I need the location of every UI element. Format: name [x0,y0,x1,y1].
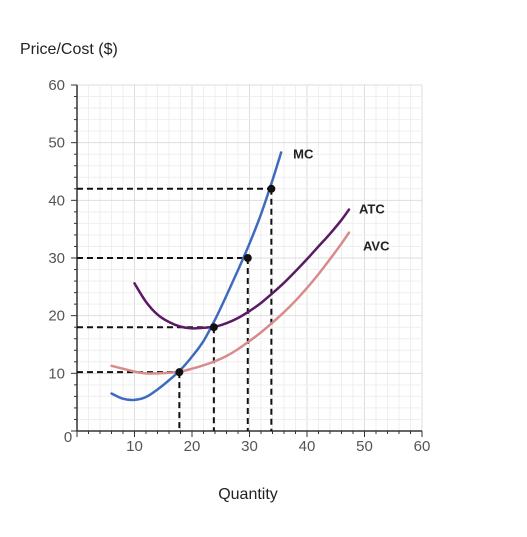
atc-label: ATC [359,202,385,217]
mc-label: MC [293,146,314,161]
y-tick-label: 60 [48,77,65,94]
y-tick-label: 50 [48,135,65,152]
avc-curve [110,231,351,375]
y-tick-label: 40 [48,192,65,209]
x-tick-label: 30 [241,438,258,455]
intersection-point [267,184,276,193]
curve-labels: MC ATC AVC [293,146,390,253]
origin-label: 0 [64,429,72,446]
curves [110,151,351,402]
y-tick-label: 30 [48,250,65,267]
grid [76,84,423,432]
x-tick-label: 50 [356,438,373,455]
x-axis-title: Quantity [218,486,278,503]
y-tick-label: 10 [48,365,65,382]
x-tick-label: 60 [414,438,431,455]
intersection-point [175,368,184,377]
mc-curve [110,151,283,402]
x-tick-label: 40 [299,438,316,455]
x-tick-label: 10 [126,438,143,455]
intersection-point [209,323,218,332]
atc-curve [133,208,351,330]
y-tick-label: 20 [48,308,65,325]
tick-labels: 10 20 30 40 50 60 10 20 30 40 50 60 [48,77,430,455]
intersection-points [175,184,276,377]
axes [71,84,423,437]
x-tick-label: 20 [184,438,201,455]
intersection-point [243,254,252,262]
avc-label: AVC [363,239,390,254]
y-axis-title: Price/Cost ($) [20,41,118,58]
reference-lines [77,187,273,431]
